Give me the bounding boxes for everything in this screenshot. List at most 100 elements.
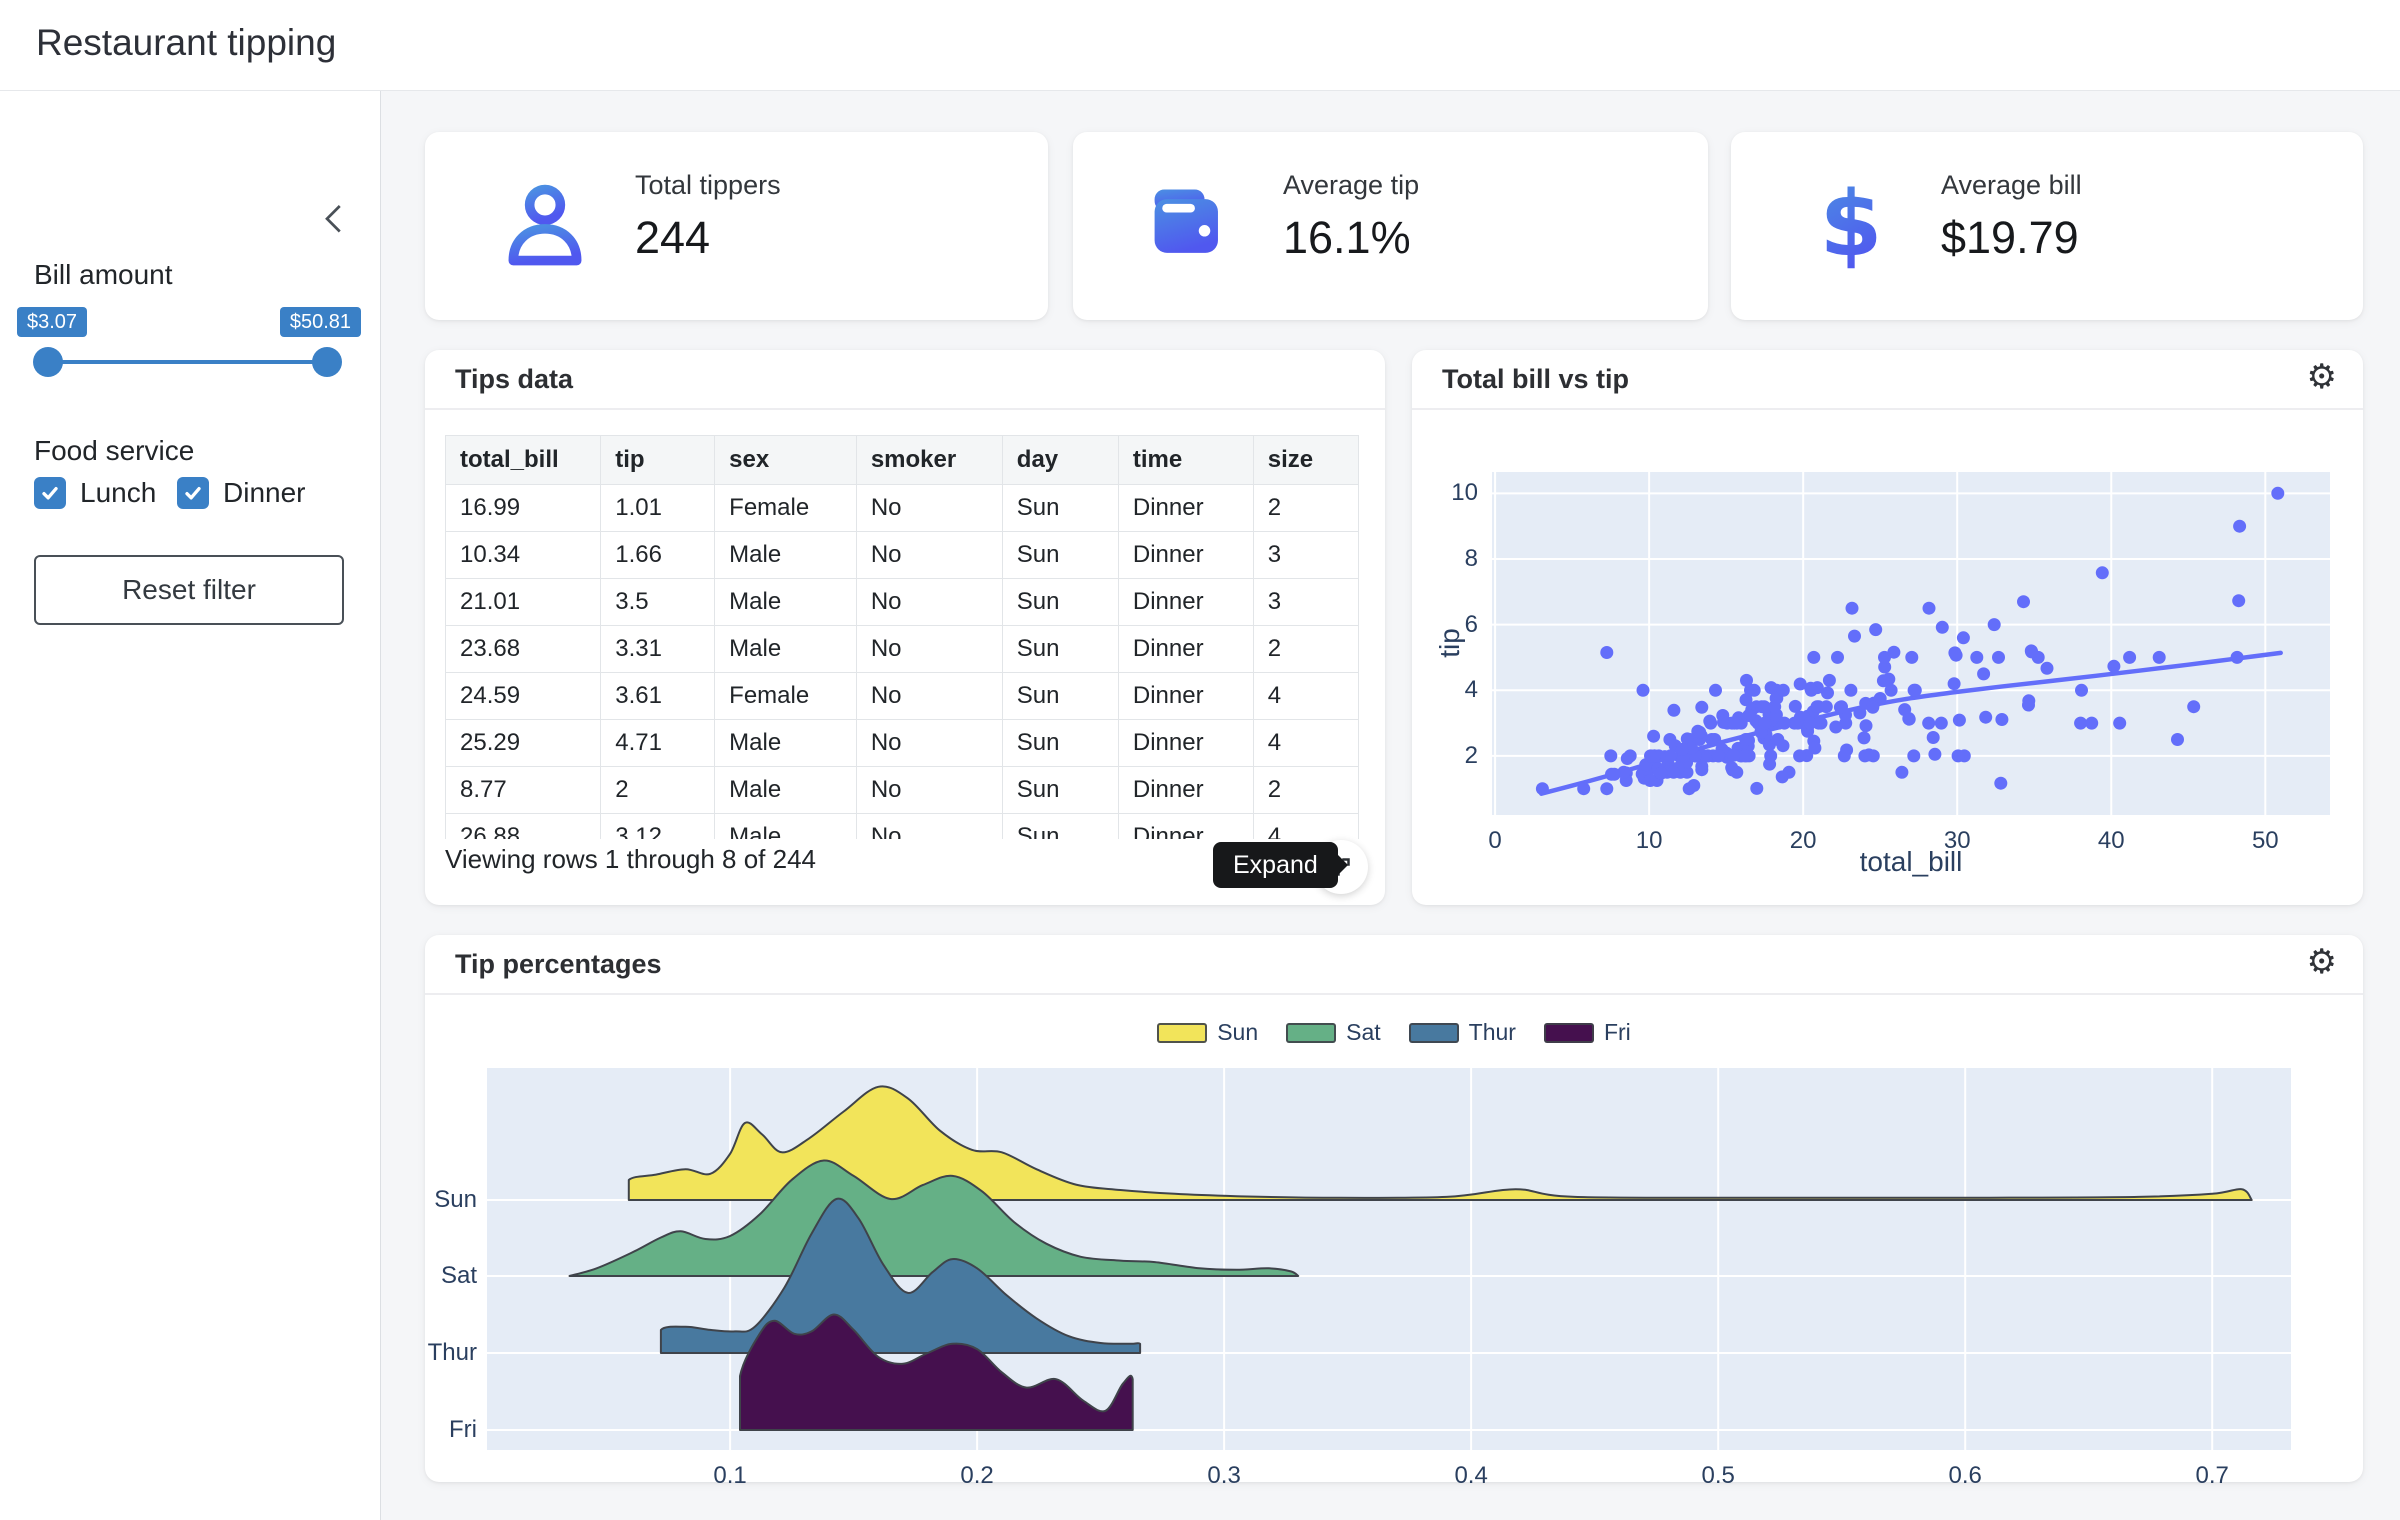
table-cell: Male: [714, 531, 857, 579]
legend-item[interactable]: Sun: [1157, 1019, 1258, 1046]
column-header[interactable]: day: [1001, 435, 1119, 485]
scatter-card: Total bill vs tip ⚙ 0 10 20 30 40 50 2 4 6 8 10 to…: [1412, 350, 2363, 905]
slider-track[interactable]: [48, 360, 327, 364]
legend-item[interactable]: Sat: [1286, 1019, 1381, 1046]
table-cell: Dinner: [1117, 766, 1254, 814]
column-header[interactable]: tip: [600, 435, 716, 485]
kpi-value: 16.1%: [1283, 212, 1411, 263]
tip-percentages-card: Tip percentages ⚙ Sun Sat Thur Fri 0.1 0.2 0.…: [425, 935, 2363, 1489]
x-tick-label: 0.7: [2195, 1462, 2229, 1489]
bill-amount-label: Bill amount: [34, 259, 173, 290]
sidebar-collapse-button[interactable]: [316, 199, 356, 239]
x-axis-title: total_bill: [1859, 846, 1963, 877]
table-cell: 2: [1252, 484, 1359, 532]
x-tick-label: 20: [1789, 827, 1817, 854]
slider-min-handle[interactable]: [33, 347, 63, 377]
kpi-card-average-bill: $ Average bill $19.79: [1731, 132, 2363, 320]
legend-item[interactable]: Thur: [1408, 1019, 1516, 1046]
table-cell: 4.71: [600, 719, 716, 767]
card-title: Tips data: [455, 364, 574, 394]
app-header: Restaurant tipping: [0, 0, 2400, 91]
table-row: 8.77 2 Male No Sun Dinner 2: [445, 766, 1359, 814]
checkbox-dinner[interactable]: Dinner: [177, 477, 305, 509]
table-cell: 24.59: [445, 672, 602, 720]
table-cell: 8.77: [445, 766, 602, 814]
svg-text:$: $: [1820, 178, 1883, 274]
wallet-icon: [1145, 178, 1241, 279]
legend-item[interactable]: Fri: [1543, 1019, 1631, 1046]
table-cell: Male: [714, 766, 857, 814]
kpi-label: Average bill: [1941, 170, 2082, 200]
person-icon: [497, 178, 593, 279]
chevron-left-icon: [325, 204, 341, 232]
tips-table: total_bill tip sex smoker day time size 16.99 1…: [445, 435, 1359, 839]
card-header: Total bill vs tip ⚙: [1412, 350, 2363, 410]
tips-data-card: Tips data total_bill tip sex smoker day time s…: [425, 350, 1385, 905]
reset-filter-button[interactable]: Reset filter: [34, 555, 344, 625]
category-label: Sat: [440, 1262, 477, 1289]
table-cell: Male: [714, 719, 857, 767]
table-cell: Male: [714, 578, 857, 626]
table-cell: 3.31: [600, 625, 716, 673]
table-cell: Sun: [1001, 719, 1119, 767]
y-tick-label: 2: [1464, 741, 1478, 769]
table-cell: No: [855, 766, 1003, 814]
column-header[interactable]: smoker: [855, 435, 1003, 485]
table-cell: Dinner: [1117, 531, 1254, 579]
table-cell: Dinner: [1117, 719, 1254, 767]
table-row: 23.68 3.31 Male No Sun Dinner 2: [445, 625, 1359, 673]
kpi-value: 244: [635, 212, 711, 263]
scatter-plot[interactable]: 0 10 20 30 40 50 2 4 6 8 10: [1451, 472, 2330, 854]
ridgeline-plot[interactable]: 0.1 0.2 0.3 0.4 0.5 0.6 0.7 Sun Sat Thur Fri: [428, 1068, 2291, 1489]
table-cell: Sun: [1001, 766, 1119, 814]
kpi-card-total-tippers: Total tippers 244: [425, 132, 1048, 320]
checkbox-checked-icon: [34, 477, 66, 509]
x-tick-label: 0: [1488, 827, 1502, 854]
table-cell: 4: [1252, 813, 1359, 839]
table-cell: Dinner: [1117, 813, 1254, 839]
table-cell: No: [855, 813, 1003, 839]
gear-icon[interactable]: ⚙: [2306, 943, 2337, 981]
column-header[interactable]: size: [1252, 435, 1359, 485]
table-row: 25.29 4.71 Male No Sun Dinner 4: [445, 719, 1359, 767]
x-tick-label: 0.4: [1454, 1462, 1488, 1489]
category-label: Sun: [434, 1186, 477, 1213]
table-cell: Sun: [1001, 531, 1119, 579]
table-cell: 2: [1252, 766, 1359, 814]
table-row: 21.01 3.5 Male No Sun Dinner 3: [445, 578, 1359, 626]
table-cell: 2: [1252, 625, 1359, 673]
legend-swatch-icon: [1543, 1022, 1594, 1043]
card-title: Tip percentages: [455, 949, 662, 979]
legend-label: Sat: [1346, 1019, 1381, 1045]
table-cell: 3.61: [600, 672, 716, 720]
column-header[interactable]: sex: [714, 435, 857, 485]
slider-max-handle[interactable]: [312, 347, 342, 377]
sidebar: Bill amount $3.07 $50.81 Food service Lu…: [0, 91, 381, 1520]
table-cell: No: [855, 531, 1003, 579]
table-cell: 3: [1252, 531, 1359, 579]
food-service-label: Food service: [34, 435, 195, 466]
tips-table-head-row: total_bill tip sex smoker day time size: [445, 435, 1359, 485]
card-header: Tips data: [425, 350, 1385, 410]
checkbox-lunch[interactable]: Lunch: [34, 477, 156, 509]
column-header[interactable]: time: [1117, 435, 1254, 485]
table-cell: 26.88: [445, 813, 602, 839]
table-cell: No: [855, 719, 1003, 767]
checkbox-lunch-label: Lunch: [80, 477, 157, 508]
table-cell: 3: [1252, 578, 1359, 626]
table-cell: Sun: [1001, 578, 1119, 626]
table-cell: No: [855, 625, 1003, 673]
card-title: Total bill vs tip: [1442, 364, 1630, 394]
table-cell: 3.5: [600, 578, 716, 626]
gear-icon[interactable]: ⚙: [2306, 358, 2337, 396]
dollar-icon: $: [1803, 172, 1899, 279]
y-tick-label: 6: [1464, 610, 1478, 638]
table-cell: 10.34: [445, 531, 602, 579]
table-cell: 3.12: [600, 813, 716, 839]
table-cell: No: [855, 484, 1003, 532]
tips-table-body: 16.99 1.01 Female No Sun Dinner 2 10.34 1.66 Male…: [445, 484, 1359, 839]
table-footer: Viewing rows 1 through 8 of 244: [445, 844, 816, 874]
column-header[interactable]: total_bill: [445, 435, 602, 485]
tips-table-container[interactable]: total_bill tip sex smoker day time size 16.99 1…: [445, 435, 1359, 839]
legend-label: Fri: [1603, 1019, 1631, 1045]
